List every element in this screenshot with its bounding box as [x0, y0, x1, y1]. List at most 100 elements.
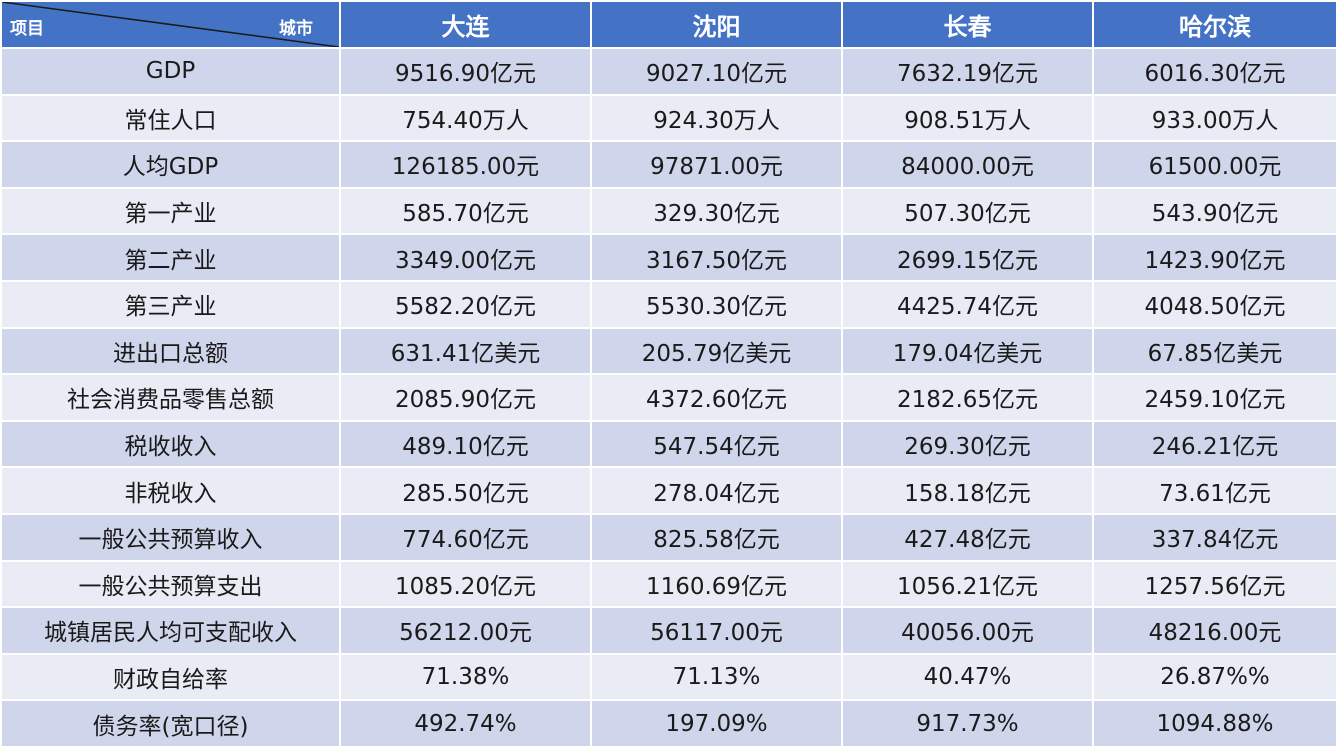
- value-cell: 5582.20亿元: [339, 279, 592, 329]
- row-label: 第三产业: [0, 279, 341, 329]
- table-row: 一般公共预算收入 774.60亿元 825.58亿元 427.48亿元 337.84亿元: [0, 512, 1336, 562]
- city-header: 哈尔滨: [1092, 0, 1336, 49]
- table-row: GDP 9516.90亿元 9027.10亿元 7632.19亿元 6016.30亿元: [0, 47, 1336, 96]
- table-row: 非税收入 285.50亿元 278.04亿元 158.18亿元 73.61亿元: [0, 466, 1336, 515]
- value-cell: 754.40万人: [339, 93, 592, 143]
- table-row: 第三产业 5582.20亿元 5530.30亿元 4425.74亿元 4048.50亿元: [0, 279, 1336, 329]
- city-header: 沈阳: [590, 0, 843, 49]
- table-body: GDP 9516.90亿元 9027.10亿元 7632.19亿元 6016.30亿元常…: [0, 47, 1336, 748]
- value-cell: 2459.10亿元: [1092, 373, 1336, 422]
- value-cell: 67.85亿美元: [1092, 326, 1336, 376]
- value-cell: 205.79亿美元: [590, 326, 843, 376]
- value-cell: 427.48亿元: [841, 512, 1094, 562]
- table-row: 社会消费品零售总额 2085.90亿元 4372.60亿元 2182.65亿元 2459…: [0, 373, 1336, 422]
- value-cell: 631.41亿美元: [339, 326, 592, 376]
- value-cell: 73.61亿元: [1092, 466, 1336, 515]
- value-cell: 2085.90亿元: [339, 373, 592, 422]
- header-row: 项目 城市 大连 沈阳 长春 哈尔滨: [0, 0, 1336, 49]
- value-cell: 492.74%: [339, 699, 592, 748]
- row-label: 债务率(宽口径): [0, 699, 341, 748]
- table-row: 债务率(宽口径) 492.74% 197.09% 917.73% 1094.88%: [0, 699, 1336, 748]
- row-label: 第一产业: [0, 186, 341, 236]
- row-label: 社会消费品零售总额: [0, 373, 341, 422]
- value-cell: 774.60亿元: [339, 512, 592, 562]
- value-cell: 40.47%: [841, 652, 1094, 702]
- value-cell: 3167.50亿元: [590, 233, 843, 282]
- table-header: 项目 城市 大连 沈阳 长春 哈尔滨: [0, 0, 1336, 49]
- corner-header-cell: 项目 城市: [0, 0, 341, 49]
- row-label: GDP: [0, 47, 341, 96]
- row-label: 第二产业: [0, 233, 341, 282]
- value-cell: 933.00万人: [1092, 93, 1336, 143]
- corner-label-item: 项目: [10, 19, 44, 39]
- value-cell: 48216.00元: [1092, 606, 1336, 655]
- value-cell: 329.30亿元: [590, 186, 843, 236]
- value-cell: 4425.74亿元: [841, 279, 1094, 329]
- table-row: 财政自给率 71.38% 71.13% 40.47% 26.87%%: [0, 652, 1336, 702]
- row-label: 财政自给率: [0, 652, 341, 702]
- value-cell: 6016.30亿元: [1092, 47, 1336, 96]
- value-cell: 489.10亿元: [339, 419, 592, 469]
- row-label: 常住人口: [0, 93, 341, 143]
- table-row: 常住人口 754.40万人 924.30万人 908.51万人 933.00万人: [0, 93, 1336, 143]
- value-cell: 285.50亿元: [339, 466, 592, 515]
- value-cell: 1056.21亿元: [841, 559, 1094, 609]
- value-cell: 71.13%: [590, 652, 843, 702]
- value-cell: 5530.30亿元: [590, 279, 843, 329]
- value-cell: 246.21亿元: [1092, 419, 1336, 469]
- value-cell: 908.51万人: [841, 93, 1094, 143]
- value-cell: 585.70亿元: [339, 186, 592, 236]
- value-cell: 197.09%: [590, 699, 843, 748]
- value-cell: 4372.60亿元: [590, 373, 843, 422]
- row-label: 一般公共预算收入: [0, 512, 341, 562]
- value-cell: 158.18亿元: [841, 466, 1094, 515]
- value-cell: 1085.20亿元: [339, 559, 592, 609]
- value-cell: 56117.00元: [590, 606, 843, 655]
- row-label: 非税收入: [0, 466, 341, 515]
- table-row: 城镇居民人均可支配收入 56212.00元 56117.00元 40056.00元 48…: [0, 606, 1336, 655]
- value-cell: 1257.56亿元: [1092, 559, 1336, 609]
- value-cell: 547.54亿元: [590, 419, 843, 469]
- table-row: 一般公共预算支出 1085.20亿元 1160.69亿元 1056.21亿元 1257.…: [0, 559, 1336, 609]
- value-cell: 9516.90亿元: [339, 47, 592, 96]
- table-row: 第二产业 3349.00亿元 3167.50亿元 2699.15亿元 1423.90亿元: [0, 233, 1336, 282]
- city-header: 长春: [841, 0, 1094, 49]
- table-row: 人均GDP 126185.00元 97871.00元 84000.00元 61500.0…: [0, 140, 1336, 189]
- value-cell: 1094.88%: [1092, 699, 1336, 748]
- value-cell: 3349.00亿元: [339, 233, 592, 282]
- value-cell: 1423.90亿元: [1092, 233, 1336, 282]
- diagonal-divider: [2, 2, 339, 47]
- row-label: 一般公共预算支出: [0, 559, 341, 609]
- value-cell: 269.30亿元: [841, 419, 1094, 469]
- value-cell: 126185.00元: [339, 140, 592, 189]
- value-cell: 924.30万人: [590, 93, 843, 143]
- row-label: 进出口总额: [0, 326, 341, 376]
- value-cell: 179.04亿美元: [841, 326, 1094, 376]
- value-cell: 40056.00元: [841, 606, 1094, 655]
- city-header: 大连: [339, 0, 592, 49]
- row-label: 人均GDP: [0, 140, 341, 189]
- corner-label-city: 城市: [279, 19, 313, 39]
- value-cell: 61500.00元: [1092, 140, 1336, 189]
- value-cell: 7632.19亿元: [841, 47, 1094, 96]
- value-cell: 4048.50亿元: [1092, 279, 1336, 329]
- table-row: 进出口总额 631.41亿美元 205.79亿美元 179.04亿美元 67.85亿美元: [0, 326, 1336, 376]
- row-label: 税收收入: [0, 419, 341, 469]
- value-cell: 71.38%: [339, 652, 592, 702]
- value-cell: 56212.00元: [339, 606, 592, 655]
- value-cell: 1160.69亿元: [590, 559, 843, 609]
- value-cell: 26.87%%: [1092, 652, 1336, 702]
- value-cell: 543.90亿元: [1092, 186, 1336, 236]
- table-row: 税收收入 489.10亿元 547.54亿元 269.30亿元 246.21亿元: [0, 419, 1336, 469]
- value-cell: 97871.00元: [590, 140, 843, 189]
- value-cell: 825.58亿元: [590, 512, 843, 562]
- row-label: 城镇居民人均可支配收入: [0, 606, 341, 655]
- value-cell: 2699.15亿元: [841, 233, 1094, 282]
- table-row: 第一产业 585.70亿元 329.30亿元 507.30亿元 543.90亿元: [0, 186, 1336, 236]
- value-cell: 917.73%: [841, 699, 1094, 748]
- value-cell: 507.30亿元: [841, 186, 1094, 236]
- value-cell: 2182.65亿元: [841, 373, 1094, 422]
- value-cell: 84000.00元: [841, 140, 1094, 189]
- value-cell: 9027.10亿元: [590, 47, 843, 96]
